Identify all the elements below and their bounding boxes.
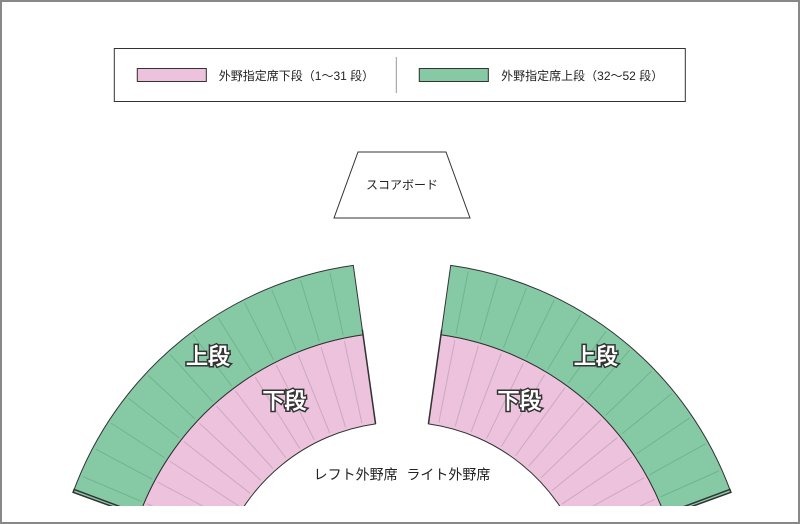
- side-label-left: レフト外野席: [314, 466, 398, 482]
- label-upper-left: 上段: [186, 344, 230, 369]
- legend-swatch-lower: [137, 68, 207, 82]
- stadium-diagram: スコアボード上段 上段下段 下段レフト外野席ライト外野席: [2, 142, 798, 502]
- side-label-right: ライト外野席: [406, 466, 490, 482]
- legend-label-lower: 外野指定席下段（1～31 段）: [219, 67, 374, 84]
- diagram-frame: 外野指定席下段（1～31 段） 外野指定席上段（32～52 段） スコアボード上…: [0, 0, 800, 524]
- legend-item-lower: 外野指定席下段（1～31 段）: [115, 49, 396, 101]
- scoreboard-label: スコアボード: [366, 178, 438, 192]
- label-lower-right: 下段: [497, 388, 541, 413]
- legend-box: 外野指定席下段（1～31 段） 外野指定席上段（32～52 段）: [114, 48, 686, 102]
- legend-swatch-upper: [419, 68, 489, 82]
- legend-item-upper: 外野指定席上段（32～52 段）: [397, 49, 685, 101]
- label-lower-left: 下段: [262, 388, 306, 413]
- label-upper-right: 上段: [574, 344, 618, 369]
- legend-label-upper: 外野指定席上段（32～52 段）: [501, 67, 663, 84]
